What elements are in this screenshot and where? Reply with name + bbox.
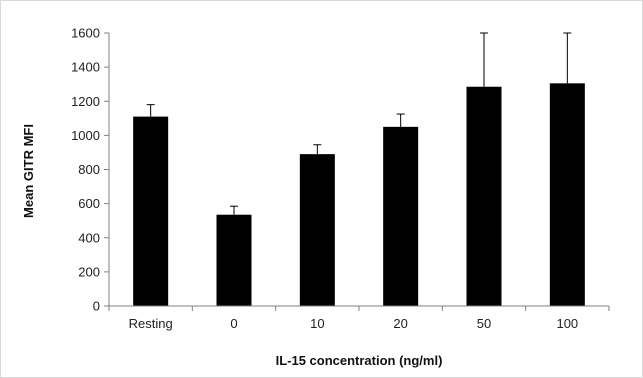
bar-resting <box>133 116 169 306</box>
y-tick-label: 1600 <box>71 26 100 41</box>
bar-20 <box>383 126 419 306</box>
error-bars-layer <box>146 32 572 215</box>
bar-50 <box>466 86 502 306</box>
x-tick-label: 10 <box>310 316 324 331</box>
y-axis-title: Mean GITR MFI <box>21 124 36 218</box>
bars-layer <box>133 83 585 306</box>
x-tick-label: 50 <box>477 316 491 331</box>
y-tick-label: 200 <box>78 264 100 279</box>
x-tick-label: 0 <box>230 316 237 331</box>
x-axis-title: IL-15 concentration (ng/ml) <box>276 353 443 368</box>
x-tick-label: 100 <box>556 316 578 331</box>
y-tick-label: 400 <box>78 230 100 245</box>
bar-0 <box>216 214 252 306</box>
labels-layer: Resting 0 10 20 50 10002004006008001000120014… <box>71 26 578 332</box>
x-tick-label: 20 <box>393 316 407 331</box>
y-tick-label: 1400 <box>71 60 100 75</box>
y-tick-label: 0 <box>93 299 100 314</box>
bar-10 <box>299 154 335 306</box>
axes-layer <box>104 32 610 311</box>
y-tick-label: 800 <box>78 162 100 177</box>
y-tick-label: 1000 <box>71 128 100 143</box>
y-tick-label: 600 <box>78 196 100 211</box>
bar-100 <box>549 83 585 306</box>
y-tick-label: 1200 <box>71 94 100 109</box>
x-tick-label: Resting <box>129 316 173 331</box>
